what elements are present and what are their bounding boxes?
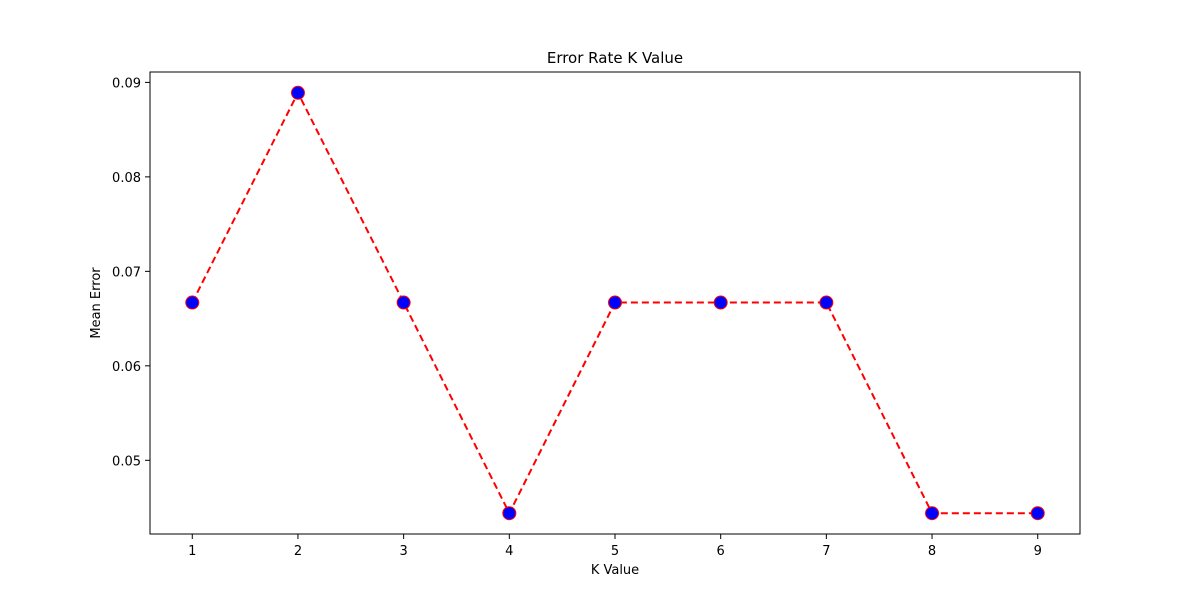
- data-point: [819, 295, 834, 310]
- x-tick-label: 6: [717, 544, 725, 559]
- data-point: [185, 295, 200, 310]
- y-tick-label: 0.07: [112, 265, 141, 280]
- data-point: [502, 506, 517, 521]
- x-tick-label: 2: [294, 544, 302, 559]
- x-axis-label: K Value: [591, 563, 639, 578]
- data-point: [1030, 506, 1045, 521]
- x-axis-ticks: 1 2 3 4 5 6 7 8 9: [188, 534, 1042, 559]
- y-axis-label: Mean Error: [89, 267, 104, 339]
- y-axis-ticks: 0.05 0.06 0.07 0.08 0.09: [112, 76, 150, 469]
- data-point: [713, 295, 728, 310]
- x-tick-label: 3: [399, 544, 407, 559]
- chart-title: Error Rate K Value: [547, 49, 683, 67]
- data-point: [925, 506, 940, 521]
- y-tick-label: 0.09: [112, 76, 141, 91]
- y-tick-label: 0.08: [112, 171, 141, 186]
- x-tick-label: 8: [928, 544, 936, 559]
- data-point: [290, 85, 305, 100]
- data-point: [608, 295, 622, 310]
- x-tick-label: 5: [611, 544, 619, 559]
- y-tick-label: 0.05: [112, 454, 141, 469]
- data-points: [185, 85, 1045, 521]
- x-tick-label: 9: [1034, 544, 1042, 559]
- x-tick-label: 4: [505, 544, 513, 559]
- y-tick-label: 0.06: [112, 360, 141, 375]
- x-tick-label: 7: [822, 544, 830, 559]
- data-point: [396, 295, 411, 310]
- x-tick-label: 1: [188, 544, 196, 559]
